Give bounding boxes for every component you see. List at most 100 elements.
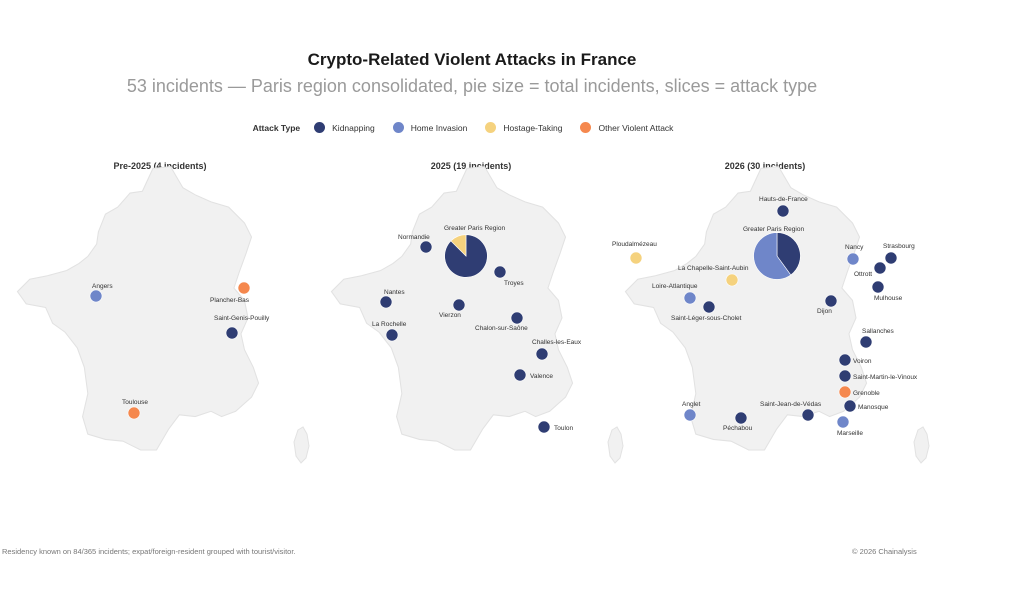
pie-slice-kidnapping bbox=[537, 420, 551, 434]
pie-slice-home-invasion bbox=[89, 289, 103, 303]
pie-slice-kidnapping bbox=[873, 261, 887, 275]
city-label: Hauts-de-France bbox=[759, 196, 808, 203]
pie-la-chapelle-saint-aubin[interactable]: La Chapelle-Saint-Aubin bbox=[678, 265, 749, 287]
footnote: Residency known on 84/365 incidents; exp… bbox=[2, 547, 296, 556]
pie-nancy[interactable]: Nancy bbox=[845, 244, 864, 266]
pie-greater-paris-region[interactable]: Greater Paris Region bbox=[444, 225, 505, 278]
city-label: Loire-Atlantique bbox=[652, 283, 698, 290]
pie-sallanches[interactable]: Sallanches bbox=[859, 328, 895, 349]
city-label: Nancy bbox=[845, 244, 864, 251]
city-label: Ottrott bbox=[854, 271, 872, 278]
legend-item-home-invasion[interactable]: Home Invasion bbox=[392, 122, 467, 133]
pie-slice-kidnapping bbox=[510, 311, 524, 325]
corsica-2026 bbox=[913, 426, 930, 464]
pie-slice-kidnapping bbox=[379, 295, 393, 309]
pie-saint-genis-pouilly[interactable]: Saint-Genis-Pouilly bbox=[214, 315, 270, 340]
legend-label-kidnapping: Kidnapping bbox=[332, 122, 375, 133]
pie-ottrott[interactable]: Ottrott bbox=[854, 261, 887, 278]
city-label: Grenoble bbox=[853, 390, 880, 397]
pie-slice-hostage-taking bbox=[725, 273, 739, 287]
pie-slice-kidnapping bbox=[838, 353, 852, 367]
pie-ploudalmezeau[interactable]: Ploudalmézeau bbox=[612, 241, 657, 265]
pie-plancher-bas[interactable]: Plancher-Bas bbox=[210, 281, 251, 304]
france-outline bbox=[330, 166, 574, 451]
city-label: Challes-les-Eaux bbox=[532, 339, 582, 346]
city-label: Voiron bbox=[853, 358, 872, 365]
city-label: Toulon bbox=[554, 425, 574, 432]
pie-greater-paris-region[interactable]: Greater Paris Region bbox=[743, 226, 804, 280]
pie-slice-kidnapping bbox=[385, 328, 399, 342]
city-label: Vierzon bbox=[439, 312, 461, 319]
copyright: © 2026 Chainalysis bbox=[852, 547, 917, 556]
legend-swatch-other-violent-attack bbox=[580, 122, 592, 133]
corsica-outline bbox=[913, 426, 930, 464]
pie-slice-home-invasion bbox=[836, 415, 850, 429]
pie-mulhouse[interactable]: Mulhouse bbox=[871, 280, 903, 302]
pie-slice-kidnapping bbox=[871, 280, 885, 294]
city-label: Greater Paris Region bbox=[444, 225, 505, 232]
pie-slice-other bbox=[237, 281, 251, 295]
pie-saint-leger-sous-cholet[interactable]: Saint-Léger-sous-Cholet bbox=[671, 300, 742, 322]
pie-slice-kidnapping bbox=[801, 408, 815, 422]
chart-subtitle: 53 incidents — Paris region consolidated… bbox=[126, 76, 818, 96]
city-label: Saint-Jean-de-Védas bbox=[760, 401, 822, 408]
pie-slice-kidnapping bbox=[824, 294, 838, 308]
pie-loire-atlantique[interactable]: Loire-Atlantique bbox=[652, 283, 698, 305]
city-label: Greater Paris Region bbox=[743, 226, 804, 233]
legend-title: Attack Type bbox=[252, 122, 301, 133]
city-label: Angers bbox=[92, 283, 113, 290]
city-label: Normandie bbox=[398, 234, 430, 241]
city-label: Chalon-sur-Saône bbox=[475, 325, 528, 332]
legend-item-hostage-taking[interactable]: Hostage-Taking bbox=[485, 122, 562, 133]
legend-item-kidnapping[interactable]: Kidnapping bbox=[314, 122, 375, 133]
pie-slice-kidnapping bbox=[419, 240, 433, 254]
pie-angers[interactable]: Angers bbox=[89, 283, 113, 303]
pie-toulon[interactable]: Toulon bbox=[537, 420, 574, 434]
pie-anglet[interactable]: Anglet bbox=[682, 401, 701, 422]
pie-hauts-de-france[interactable]: Hauts-de-France bbox=[759, 196, 808, 218]
pie-challes-les-eaux[interactable]: Challes-les-Eaux bbox=[532, 339, 582, 361]
pie-normandie[interactable]: Normandie bbox=[398, 234, 433, 254]
pie-chalon-sur-saone[interactable]: Chalon-sur-Saône bbox=[475, 311, 528, 332]
pie-valence[interactable]: Valence bbox=[513, 368, 553, 382]
pie-strasbourg[interactable]: Strasbourg bbox=[883, 243, 915, 265]
city-label: Sallanches bbox=[862, 328, 895, 335]
city-label: Saint-Martin-le-Vinoux bbox=[853, 374, 918, 381]
france-outline bbox=[16, 166, 260, 451]
pie-dijon[interactable]: Dijon bbox=[817, 294, 838, 315]
pie-grenoble[interactable]: Grenoble bbox=[838, 385, 880, 399]
pie-marseille[interactable]: Marseille bbox=[836, 415, 863, 437]
pie-toulouse[interactable]: Toulouse bbox=[122, 399, 148, 420]
pie-slice-kidnapping bbox=[702, 300, 716, 314]
pie-slice-home-invasion bbox=[753, 232, 792, 280]
city-label: La Rochelle bbox=[372, 321, 407, 328]
pie-slice-kidnapping bbox=[452, 298, 466, 312]
city-label: Troyes bbox=[504, 280, 524, 287]
pie-manosque[interactable]: Manosque bbox=[843, 399, 889, 413]
pie-slice-home-invasion bbox=[846, 252, 860, 266]
pie-slice-hostage-taking bbox=[629, 251, 643, 265]
panel-title-2026: 2026 (30 incidents) bbox=[724, 161, 806, 171]
pie-saint-jean-de-vedas[interactable]: Saint-Jean-de-Védas bbox=[760, 401, 822, 422]
city-label: Saint-Léger-sous-Cholet bbox=[671, 315, 742, 322]
city-label: Strasbourg bbox=[883, 243, 915, 250]
pie-vierzon[interactable]: Vierzon bbox=[439, 298, 466, 319]
pie-pechabou[interactable]: Péchabou bbox=[723, 411, 753, 432]
pie-slice-home-invasion bbox=[683, 408, 697, 422]
corsica-outline bbox=[607, 426, 624, 464]
pie-troyes[interactable]: Troyes bbox=[493, 265, 524, 287]
legend: Attack Type Kidnapping Home Invasion Hos… bbox=[0, 122, 944, 133]
pie-nantes[interactable]: Nantes bbox=[379, 289, 405, 309]
legend-item-other-violent-attack[interactable]: Other Violent Attack bbox=[580, 122, 673, 133]
legend-swatch-kidnapping bbox=[314, 122, 326, 133]
pie-voiron[interactable]: Voiron bbox=[838, 353, 872, 367]
pie-slice-kidnapping bbox=[776, 204, 790, 218]
pie-slice-hostage-taking bbox=[450, 234, 467, 257]
pie-saint-martin-le-vinoux[interactable]: Saint-Martin-le-Vinoux bbox=[838, 369, 918, 383]
pie-slice-kidnapping bbox=[843, 399, 857, 413]
chart-title: Crypto-Related Violent Attacks in France bbox=[307, 50, 637, 69]
pie-la-rochelle[interactable]: La Rochelle bbox=[372, 321, 407, 342]
pie-slice-other bbox=[127, 406, 141, 420]
pie-slice-other bbox=[838, 385, 852, 399]
